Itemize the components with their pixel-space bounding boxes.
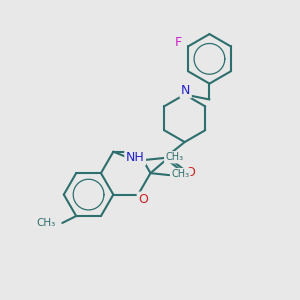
Text: O: O [186,166,196,179]
Text: NH: NH [126,152,145,164]
Text: CH₃: CH₃ [165,152,183,162]
Text: CH₃: CH₃ [171,169,189,179]
Text: N: N [181,84,190,97]
Text: F: F [175,36,182,49]
Text: O: O [138,193,148,206]
Text: CH₃: CH₃ [37,218,56,228]
